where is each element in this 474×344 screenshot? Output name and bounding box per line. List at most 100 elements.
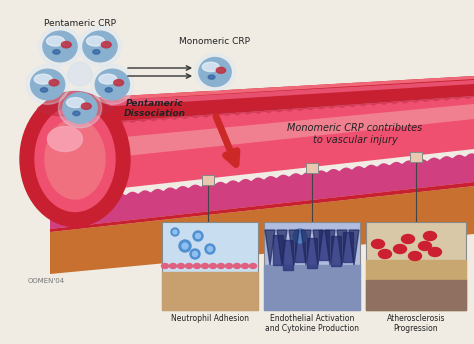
Ellipse shape [210, 264, 217, 269]
Polygon shape [50, 153, 474, 229]
Ellipse shape [419, 241, 431, 250]
Bar [162, 222, 258, 310]
Ellipse shape [195, 53, 236, 91]
Polygon shape [50, 76, 474, 104]
Ellipse shape [372, 239, 384, 248]
Text: Pentameric CRP: Pentameric CRP [44, 19, 116, 28]
Ellipse shape [49, 79, 59, 86]
Ellipse shape [393, 245, 407, 254]
Ellipse shape [30, 69, 65, 100]
Ellipse shape [38, 27, 82, 66]
Bar [366, 222, 466, 310]
Ellipse shape [428, 247, 441, 257]
Ellipse shape [234, 264, 240, 269]
Polygon shape [50, 186, 474, 274]
Ellipse shape [401, 235, 414, 244]
Ellipse shape [26, 65, 69, 104]
Circle shape [192, 251, 198, 257]
Ellipse shape [105, 88, 112, 92]
Ellipse shape [43, 31, 77, 62]
Ellipse shape [58, 88, 101, 128]
Circle shape [195, 234, 201, 238]
Ellipse shape [193, 264, 201, 269]
Ellipse shape [63, 93, 97, 123]
Circle shape [179, 240, 191, 252]
Polygon shape [50, 176, 474, 232]
Bar [202, 175, 214, 185]
Ellipse shape [47, 127, 82, 151]
Polygon shape [349, 230, 359, 265]
Bar [162, 272, 258, 310]
Circle shape [190, 249, 200, 259]
Ellipse shape [95, 69, 129, 100]
Bar [264, 265, 360, 310]
Bar [343, 232, 353, 262]
Bar [366, 260, 466, 310]
Ellipse shape [423, 232, 437, 240]
Text: Pentameric
Dissociation: Pentameric Dissociation [124, 99, 186, 118]
Ellipse shape [86, 36, 104, 46]
Bar [306, 163, 318, 173]
Bar [410, 152, 422, 162]
Ellipse shape [199, 57, 231, 86]
Ellipse shape [61, 42, 71, 48]
Ellipse shape [99, 74, 117, 84]
Text: OOMEN'04: OOMEN'04 [28, 278, 65, 284]
Ellipse shape [216, 67, 226, 73]
Ellipse shape [409, 251, 421, 260]
Polygon shape [337, 230, 347, 265]
Ellipse shape [170, 264, 176, 269]
Ellipse shape [226, 264, 233, 269]
Polygon shape [325, 230, 335, 265]
Ellipse shape [202, 62, 219, 72]
Polygon shape [289, 230, 299, 265]
Ellipse shape [162, 264, 168, 269]
Ellipse shape [82, 103, 91, 109]
Polygon shape [50, 80, 474, 110]
Ellipse shape [201, 264, 209, 269]
Ellipse shape [101, 42, 111, 48]
Bar [283, 240, 293, 270]
Text: Monomeric CRP: Monomeric CRP [180, 37, 250, 46]
Ellipse shape [35, 107, 115, 212]
Ellipse shape [20, 92, 130, 226]
Ellipse shape [218, 264, 225, 269]
Circle shape [68, 62, 92, 86]
Polygon shape [301, 230, 311, 265]
Circle shape [171, 228, 179, 236]
Ellipse shape [45, 119, 105, 199]
Ellipse shape [37, 101, 112, 117]
Ellipse shape [73, 111, 80, 116]
Bar [295, 232, 305, 262]
Polygon shape [265, 230, 275, 265]
Polygon shape [50, 104, 474, 164]
Ellipse shape [208, 75, 215, 79]
Text: Atherosclerosis
Progression: Atherosclerosis Progression [387, 314, 445, 333]
Polygon shape [50, 96, 474, 196]
Ellipse shape [46, 36, 64, 46]
Ellipse shape [114, 79, 124, 86]
Ellipse shape [66, 98, 84, 108]
Polygon shape [50, 182, 474, 232]
Circle shape [193, 231, 203, 241]
Ellipse shape [379, 249, 392, 258]
Circle shape [208, 247, 212, 251]
Ellipse shape [83, 31, 117, 62]
Ellipse shape [91, 65, 134, 104]
Ellipse shape [93, 50, 100, 54]
Circle shape [293, 229, 307, 243]
Text: Neutrophil Adhesion: Neutrophil Adhesion [171, 314, 249, 323]
Polygon shape [50, 76, 474, 126]
Text: Endothelial Activation
and Cytokine Production: Endothelial Activation and Cytokine Prod… [265, 314, 359, 333]
Bar [319, 230, 329, 260]
Ellipse shape [40, 88, 48, 92]
Ellipse shape [78, 27, 122, 66]
Ellipse shape [249, 264, 256, 269]
Ellipse shape [185, 264, 192, 269]
Bar [273, 235, 283, 265]
Ellipse shape [53, 50, 60, 54]
Polygon shape [313, 230, 323, 265]
Ellipse shape [34, 74, 52, 84]
Circle shape [205, 244, 215, 254]
Bar [331, 236, 341, 266]
